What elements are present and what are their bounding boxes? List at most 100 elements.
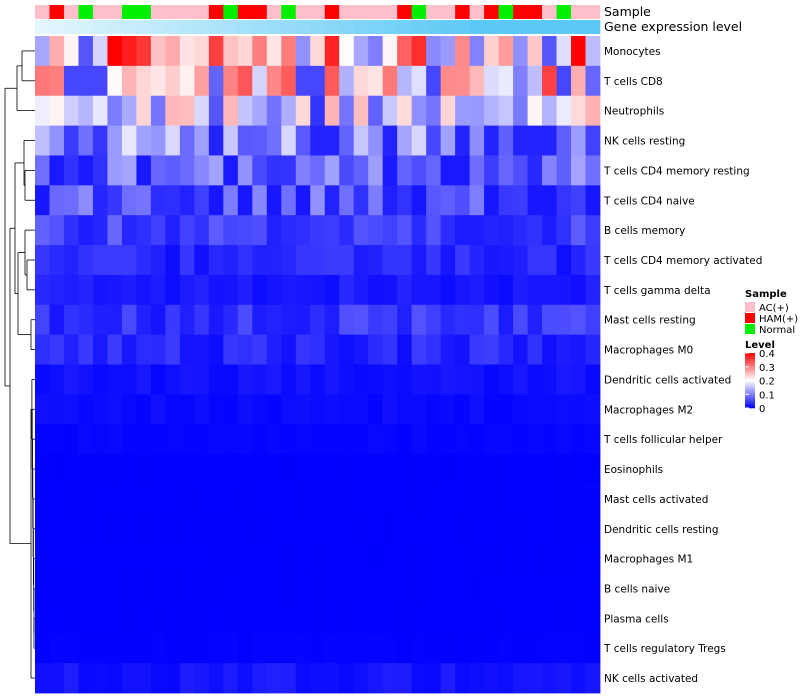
heatmap-cell (339, 513, 355, 545)
heatmap-cell (353, 215, 369, 246)
heatmap-cell (556, 424, 572, 455)
heatmap-cell (179, 573, 195, 604)
heatmap-cell (324, 185, 340, 216)
heatmap-cell (194, 304, 210, 336)
row-label: Macrophages M2 (604, 404, 693, 416)
heatmap-cell (136, 364, 152, 395)
heatmap-cell (426, 573, 442, 604)
heatmap-cell (556, 454, 572, 485)
heatmap-cell (368, 185, 384, 216)
sample-annotation-cell (339, 5, 355, 19)
heatmap-cell (194, 513, 210, 545)
heatmap-cell (78, 543, 94, 574)
annotation-label-expression: Gene expression level (604, 19, 742, 34)
heatmap-cell (498, 215, 514, 246)
heatmap-cell (513, 334, 528, 365)
row-label: Neutrophils (604, 106, 664, 118)
heatmap-cell (382, 603, 398, 634)
heatmap-cell (571, 603, 586, 634)
heatmap-cell (513, 454, 528, 485)
heatmap-cell (484, 95, 499, 126)
heatmap-cell (281, 125, 297, 156)
heatmap-cell (295, 543, 311, 574)
heatmap-cell (513, 274, 528, 306)
heatmap-cell (353, 304, 369, 336)
heatmap-cell (310, 394, 326, 425)
sample-annotation-cell (498, 5, 514, 19)
heatmap-cell (237, 125, 253, 156)
heatmap-cell (35, 274, 50, 306)
heatmap-cell (295, 364, 311, 395)
heatmap-cell (397, 543, 413, 574)
heatmap-cell (455, 663, 471, 694)
heatmap-cell (295, 304, 311, 336)
heatmap-cell (295, 394, 311, 425)
heatmap-cell (339, 274, 355, 306)
heatmap-cell (426, 483, 442, 515)
heatmap-cell (542, 155, 557, 186)
sample-annotation-cell (92, 5, 108, 19)
colorbar-segment (745, 359, 755, 362)
heatmap-cell (542, 185, 557, 216)
heatmap-cell (194, 394, 210, 425)
heatmap-cell (35, 245, 50, 276)
heatmap-cell (484, 603, 499, 634)
heatmap-cell (194, 95, 210, 126)
heatmap-cell (397, 185, 413, 216)
heatmap-cell (223, 185, 239, 216)
heatmap-cell (324, 483, 340, 515)
heatmap-cell (266, 543, 282, 574)
sample-annotation-cell (513, 5, 528, 19)
heatmap-cell (469, 633, 485, 664)
heatmap-cell (136, 424, 152, 455)
heatmap-cell (63, 633, 79, 664)
heatmap-cell (121, 483, 137, 515)
heatmap-cell (78, 304, 94, 336)
heatmap-cell (208, 603, 224, 634)
heatmap-cell (49, 543, 65, 574)
heatmap-cell (49, 424, 65, 455)
heatmap-cell (368, 424, 384, 455)
heatmap-cell (397, 513, 413, 545)
heatmap-cell (266, 603, 282, 634)
heatmap-cell (542, 454, 557, 485)
heatmap-cell (266, 573, 282, 604)
heatmap-cell (440, 663, 456, 694)
heatmap-cell (49, 274, 65, 306)
heatmap-cell (527, 125, 543, 156)
heatmap-cell (208, 304, 224, 336)
heatmap-cell (440, 633, 456, 664)
heatmap-cell (237, 215, 253, 246)
sample-annotation-cell (237, 5, 253, 19)
heatmap-cell (252, 36, 268, 67)
heatmap-cell (324, 125, 340, 156)
sample-annotation-cell (78, 5, 94, 19)
heatmap-cell (455, 543, 471, 574)
heatmap-cell (324, 274, 340, 306)
heatmap-cell (411, 424, 427, 455)
heatmap-cell (455, 394, 471, 425)
sample-annotation-cell (179, 5, 195, 19)
heatmap-cell (150, 543, 166, 574)
colorbar-segment (745, 386, 755, 388)
heatmap-cell (150, 663, 166, 694)
heatmap-cell (121, 633, 137, 664)
heatmap-cell (223, 633, 239, 664)
heatmap-cell (484, 543, 499, 574)
heatmap-cell (440, 65, 456, 97)
expression-annotation-cell (484, 20, 499, 34)
heatmap-cell (237, 334, 253, 365)
heatmap-cell (339, 483, 355, 515)
heatmap-cell (63, 394, 79, 425)
heatmap-cell (281, 454, 297, 485)
colorbar-segment (745, 405, 755, 407)
heatmap-cell (513, 245, 528, 276)
heatmap-cell (324, 65, 340, 97)
heatmap-cell (397, 95, 413, 126)
heatmap-cell (121, 573, 137, 604)
heatmap-cell (339, 573, 355, 604)
heatmap-cell (542, 364, 557, 395)
heatmap-cell (498, 125, 514, 156)
heatmap-cell (107, 334, 123, 365)
heatmap-cell (585, 334, 601, 365)
